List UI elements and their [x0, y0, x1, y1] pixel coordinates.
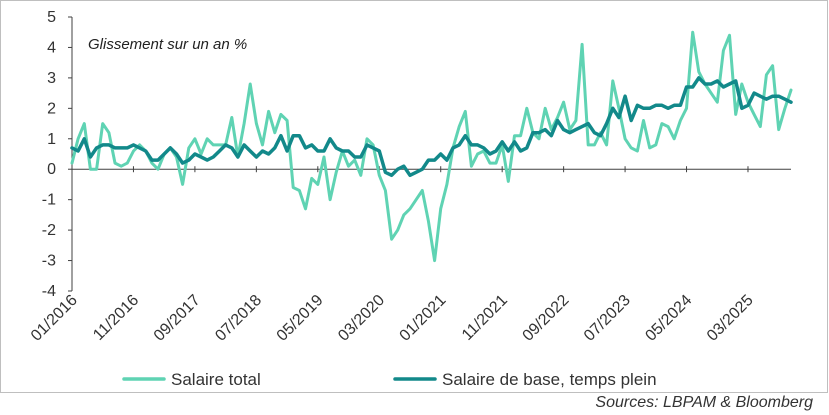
- y-tick-label: 2: [47, 100, 56, 117]
- source-note: Sources: LBPAM & Bloomberg: [595, 394, 813, 411]
- y-tick-label: 3: [47, 70, 56, 87]
- y-tick-label: -3: [42, 253, 56, 270]
- x-tick-label: 07/2023: [581, 292, 634, 345]
- y-tick-label: 1: [47, 131, 56, 148]
- x-tick-label: 09/2017: [151, 292, 204, 345]
- x-tick-label: 03/2020: [335, 292, 388, 345]
- legend-salaire-total-label: Salaire total: [171, 370, 261, 389]
- y-tick-label: -4: [42, 283, 56, 300]
- series-line-salaire-de-base: [70, 76, 793, 178]
- y-tick-label: 5: [47, 9, 56, 26]
- x-tick-label: 03/2025: [704, 292, 757, 345]
- x-tick-label: 01/2021: [397, 292, 450, 345]
- x-tick-label: 11/2016: [90, 292, 142, 344]
- chart-annotation: Glissement sur un an %: [88, 36, 247, 53]
- y-tick-label: 0: [47, 161, 56, 178]
- x-tick-label: 05/2019: [274, 292, 327, 345]
- x-tick-label: 05/2024: [642, 292, 695, 345]
- series-line-salaire-total: [70, 30, 793, 263]
- legend-salaire-de-base-label: Salaire de base, temps plein: [442, 370, 657, 389]
- x-tick-label: 11/2021: [459, 292, 511, 344]
- x-tick-label: 07/2018: [212, 292, 265, 345]
- y-tick-label: -1: [42, 192, 56, 209]
- chart-frame: 5 4 3 2 1 0 -1 -2 -3 -4 01/2016 11/2016 09/2017 07/20…: [0, 0, 828, 393]
- x-tick-label: 09/2022: [520, 292, 573, 345]
- y-tick-label: -2: [42, 222, 56, 239]
- y-tick-label: 4: [47, 39, 56, 56]
